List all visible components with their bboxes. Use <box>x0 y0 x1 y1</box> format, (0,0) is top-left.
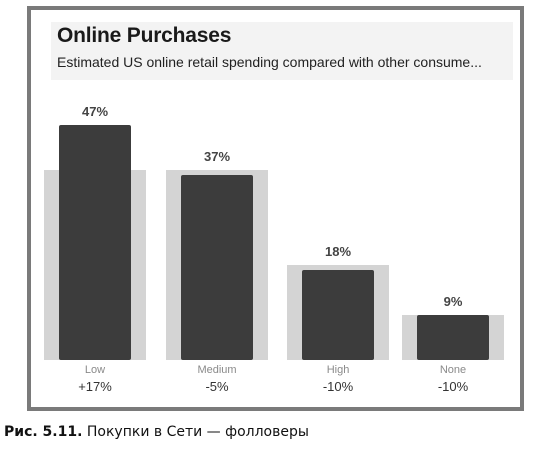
category-label-medium: Medium <box>197 364 236 376</box>
figure-caption: Рис. 5.11. Покупки в Сети — фолловеры <box>4 424 309 440</box>
caption-label: Рис. 5.11. <box>4 424 83 440</box>
bar-chart: 47% Low +17% 37% Medium -5% 18% High -10% 9% None -… <box>44 104 504 394</box>
bar-value-label-none: 9% <box>444 294 463 309</box>
bar-value-label-low: 47% <box>82 104 108 119</box>
bar-none <box>417 315 489 360</box>
bar-medium <box>181 175 253 360</box>
change-label-low: +17% <box>78 379 112 394</box>
caption-text: Покупки в Сети — фолловеры <box>86 424 309 440</box>
bar-value-label-high: 18% <box>325 244 351 259</box>
category-label-low: Low <box>85 364 105 376</box>
category-label-high: High <box>327 364 350 376</box>
change-label-high: -10% <box>323 379 354 394</box>
change-label-none: -10% <box>438 379 469 394</box>
chart-frame: Online Purchases Estimated US online ret… <box>27 6 524 411</box>
bar-high <box>302 270 374 360</box>
chart-title: Online Purchases <box>57 24 232 47</box>
bar-value-label-medium: 37% <box>204 149 230 164</box>
category-label-none: None <box>440 364 466 376</box>
chart-header: Online Purchases Estimated US online ret… <box>51 22 513 80</box>
chart-subtitle: Estimated US online retail spending comp… <box>57 54 482 70</box>
change-label-medium: -5% <box>205 379 229 394</box>
bar-low <box>59 125 131 360</box>
